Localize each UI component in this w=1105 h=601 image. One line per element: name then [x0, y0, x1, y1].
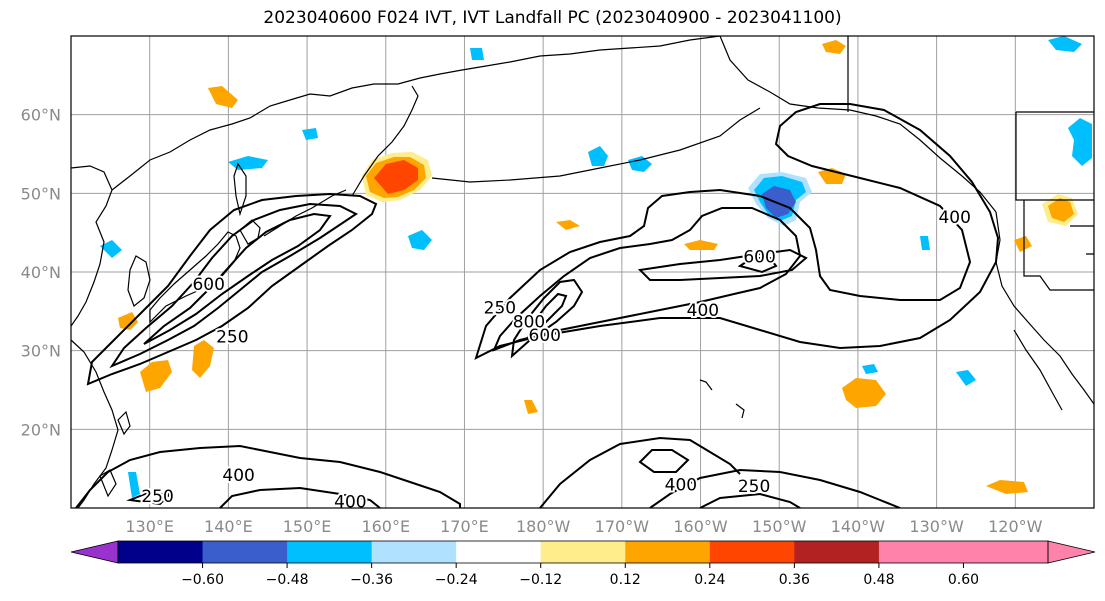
colorbar-tick-label: 0.24 — [694, 572, 725, 588]
colorbar-segment — [371, 541, 457, 563]
longitude-label: 120°W — [988, 517, 1043, 536]
colorbar: −0.60 −0.48 −0.36 −0.24 −0.12 0.12 0.24 0.36 0.4… — [70, 540, 1096, 588]
colorbar-segment — [878, 541, 964, 563]
longitude-label: 170°W — [595, 517, 650, 536]
contour-label: 400 — [687, 301, 719, 321]
contour-label: 800 — [513, 313, 545, 333]
colorbar-tick-label: 0.60 — [948, 572, 979, 588]
colorbar-tick-label: −0.60 — [181, 572, 224, 588]
longitude-label: 150°W — [752, 517, 807, 536]
colorbar-outline — [117, 540, 1049, 564]
longitude-label: 140°E — [204, 517, 253, 536]
colorbar-segment — [709, 541, 795, 563]
contour-label: 250 — [484, 298, 516, 318]
longitude-labels: 130°E 140°E 150°E 160°E 170°E 180°W 170°W 160°W… — [125, 517, 1042, 536]
graticule — [71, 36, 1094, 508]
latitude-label: 30°N — [21, 342, 61, 361]
coastlines — [71, 36, 1094, 508]
colorbar-tick-label: −0.12 — [519, 572, 562, 588]
latitude-label: 50°N — [21, 184, 61, 203]
map-title: 2023040600 F024 IVT, IVT Landfall PC (20… — [263, 8, 842, 28]
longitude-label: 130°E — [125, 517, 174, 536]
longitude-label: 170°E — [440, 517, 489, 536]
contour-label: 600 — [529, 326, 561, 346]
colorbar-segment — [118, 541, 204, 563]
contour-label: 250 — [738, 477, 770, 497]
longitude-label: 160°E — [361, 517, 410, 536]
contour-label: 400 — [334, 493, 366, 513]
colorbar-tick-label: −0.36 — [350, 572, 393, 588]
contour-label: 400 — [938, 208, 970, 228]
longitude-label: 180°W — [516, 517, 571, 536]
longitude-label: 160°W — [673, 517, 728, 536]
colorbar-segment — [540, 541, 626, 563]
colorbar-extend-high — [1047, 540, 1096, 564]
contour-label: 600 — [192, 275, 224, 295]
latitude-labels: 20°N 30°N 40°N 50°N 60°N — [21, 106, 61, 440]
colorbar-segment — [287, 541, 373, 563]
longitude-label: 130°W — [909, 517, 964, 536]
ivt-contours — [75, 103, 1000, 508]
contour-label: 400 — [665, 475, 697, 495]
latitude-label: 20°N — [21, 420, 61, 439]
colorbar-tick-label: −0.48 — [266, 572, 309, 588]
longitude-label: 140°W — [831, 517, 886, 536]
contour-label: 250 — [216, 328, 248, 348]
longitude-label: 150°E — [283, 517, 332, 536]
colorbar-extend-low — [70, 540, 119, 564]
contour-label: 250 — [141, 487, 173, 507]
latitude-label: 60°N — [21, 106, 61, 125]
latitude-label: 40°N — [21, 263, 61, 282]
map-frame — [70, 35, 1095, 509]
colorbar-segment — [456, 541, 542, 563]
colorbar-segment — [794, 541, 880, 563]
colorbar-tick-label: 0.12 — [610, 572, 641, 588]
colorbar-segment — [963, 541, 1049, 563]
colorbar-tick-label: −0.24 — [435, 572, 478, 588]
colorbar-tick-label: 0.36 — [779, 572, 810, 588]
contour-label: 400 — [222, 466, 254, 486]
contour-label: 600 — [743, 247, 775, 267]
colorbar-segment — [625, 541, 711, 563]
colorbar-tick-label: 0.48 — [863, 572, 894, 588]
pc-shading — [100, 36, 1092, 498]
colorbar-segment — [202, 541, 288, 563]
